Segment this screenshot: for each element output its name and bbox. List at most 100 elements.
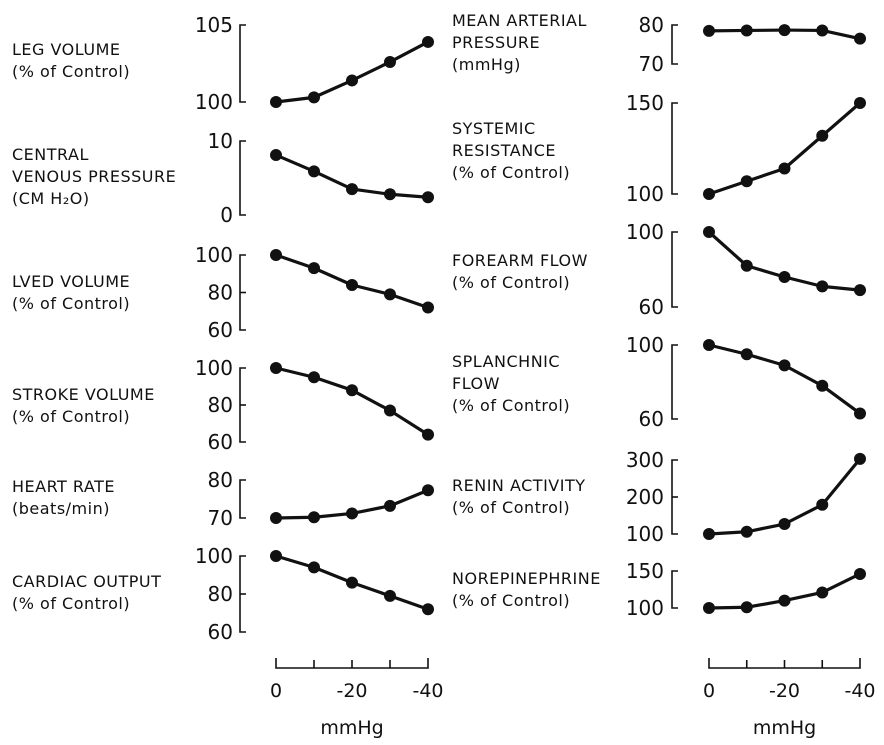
- x-axis-1-tick-label: -40: [844, 680, 875, 702]
- panel-10-label-line: (% of Control): [452, 498, 570, 517]
- panel-1-y-tick-label: 0: [220, 203, 233, 227]
- panel-2-y-tick-label: 100: [195, 243, 233, 267]
- panel-2-data-point: [422, 301, 434, 314]
- panel-0-data-point: [308, 91, 320, 104]
- panel-8-y-axis: [671, 231, 678, 308]
- panel-8-y-tick-label: 100: [626, 220, 664, 244]
- panel-7-label-line: (% of Control): [452, 163, 570, 182]
- panel-1-data-point: [270, 149, 282, 162]
- panel-7-label-line: SYSTEMIC: [452, 119, 536, 138]
- panel-3-series-line: [275, 366, 429, 436]
- panel-5-data-point: [422, 603, 434, 616]
- panel-7-y-tick-label: 100: [626, 182, 664, 206]
- panel-9-label-line: SPLANCHNIC: [452, 352, 560, 371]
- panel-9-y-tick-label: 60: [639, 407, 664, 431]
- panel-1-label-line: CENTRAL: [12, 145, 89, 164]
- x-axis-1-title: mmHg: [753, 717, 816, 739]
- panel-9-y-axis: [671, 344, 678, 420]
- panel-5-y-tick-label: 60: [208, 620, 233, 644]
- panel-6-data-point: [816, 24, 829, 37]
- panel-10-y-tick-label: 200: [626, 485, 664, 509]
- x-axis-1-tick-label: 0: [703, 680, 715, 702]
- panel-4-data-point: [270, 512, 282, 524]
- panel-9-data-point: [703, 339, 715, 351]
- panel-11-data-point: [778, 594, 791, 607]
- x-axis-0-tick-label: -40: [412, 680, 443, 702]
- x-axis-0-title: mmHg: [320, 717, 383, 739]
- panel-6-label-line: (mmHg): [452, 55, 521, 74]
- panel-4-y-tick-label: 70: [208, 506, 233, 530]
- panel-10-data-point: [854, 452, 866, 465]
- panel-0-label-line: (% of Control): [12, 62, 130, 81]
- panel-4-label-line: HEART RATE: [12, 477, 115, 496]
- panel-6-data-point: [703, 24, 715, 37]
- panel-11-data-point: [740, 601, 753, 614]
- panel-1-data-point: [346, 183, 358, 196]
- panel-10-data-point: [816, 498, 829, 511]
- panel-6-label-line: PRESSURE: [452, 33, 540, 52]
- panel-1-data-point: [308, 165, 320, 178]
- panel-0-y-axis: [239, 24, 246, 103]
- panel-2-data-point: [346, 279, 358, 291]
- panel-11-y-tick-label: 150: [626, 559, 664, 583]
- panel-2-label-line: (% of Control): [12, 294, 130, 313]
- panel-5-data-point: [270, 550, 282, 562]
- panel-3-data-point: [308, 371, 320, 384]
- panel-6-data-point: [778, 24, 791, 37]
- panel-7-data-point: [740, 175, 753, 188]
- panel-0-data-point: [346, 74, 358, 87]
- panel-1-y-axis: [239, 140, 246, 216]
- panel-6-data-point: [740, 24, 753, 37]
- panel-0-y-tick-label: 105: [195, 13, 233, 37]
- panel-3-y-tick-label: 100: [195, 356, 233, 380]
- panel-8-data-point: [854, 284, 866, 297]
- panel-0-y-tick-label: 100: [195, 90, 233, 114]
- panel-0-data-point: [422, 35, 434, 48]
- panel-4-y-axis: [239, 479, 246, 519]
- panel-10-y-tick-label: 100: [626, 522, 664, 546]
- panel-5-data-point: [384, 589, 396, 602]
- panel-3-label-line: STROKE VOLUME: [12, 385, 155, 404]
- panel-2-y-tick-label: 60: [208, 318, 233, 342]
- panel-3-y-tick-label: 80: [208, 393, 233, 417]
- panel-0-label-line: LEG VOLUME: [12, 40, 121, 59]
- panel-1-data-point: [422, 191, 434, 204]
- panel-9-label-line: FLOW: [452, 374, 500, 393]
- panel-2-data-point: [270, 249, 282, 261]
- panel-10-data-point: [778, 518, 791, 531]
- panel-2-data-point: [384, 288, 396, 301]
- panel-11-data-point: [703, 602, 715, 614]
- panel-8-data-point: [703, 226, 715, 238]
- panel-11-data-point: [816, 586, 829, 599]
- panel-9-data-point: [740, 348, 753, 361]
- panel-4-data-point: [384, 499, 396, 512]
- panel-3-y-tick-label: 60: [208, 430, 233, 454]
- panel-0-data-point: [270, 96, 282, 108]
- panel-9-data-point: [854, 407, 866, 420]
- panel-1-label-line: VENOUS PRESSURE: [12, 167, 176, 186]
- panel-8-data-point: [740, 259, 753, 272]
- panel-7-label-line: RESISTANCE: [452, 141, 556, 160]
- panel-6-y-tick-label: 70: [639, 52, 664, 76]
- panel-5-label-line: CARDIAC OUTPUT: [12, 572, 161, 591]
- panel-7-data-point: [854, 97, 866, 109]
- panel-7-y-tick-label: 150: [626, 91, 664, 115]
- panel-6-y-axis: [671, 24, 678, 65]
- panel-6-y-tick-label: 80: [639, 13, 664, 37]
- panel-10-y-tick-label: 300: [626, 448, 664, 472]
- panel-3-label-line: (% of Control): [12, 407, 130, 426]
- panel-4-label-line: (beats/min): [12, 499, 110, 518]
- panel-4-data-point: [422, 484, 434, 497]
- panel-11-y-tick-label: 100: [626, 596, 664, 620]
- panel-7-y-axis: [671, 102, 678, 195]
- panel-3-data-point: [270, 362, 282, 374]
- panel-7-data-point: [778, 162, 791, 175]
- panel-11-label-line: NOREPINEPHRINE: [452, 569, 601, 588]
- panel-9-series-line: [708, 343, 861, 415]
- panel-0-data-point: [384, 55, 396, 68]
- panel-9-y-tick-label: 100: [626, 333, 664, 357]
- panel-8-data-point: [816, 280, 829, 293]
- panel-10-label-line: RENIN ACTIVITY: [452, 476, 586, 495]
- panel-5-y-tick-label: 80: [208, 582, 233, 606]
